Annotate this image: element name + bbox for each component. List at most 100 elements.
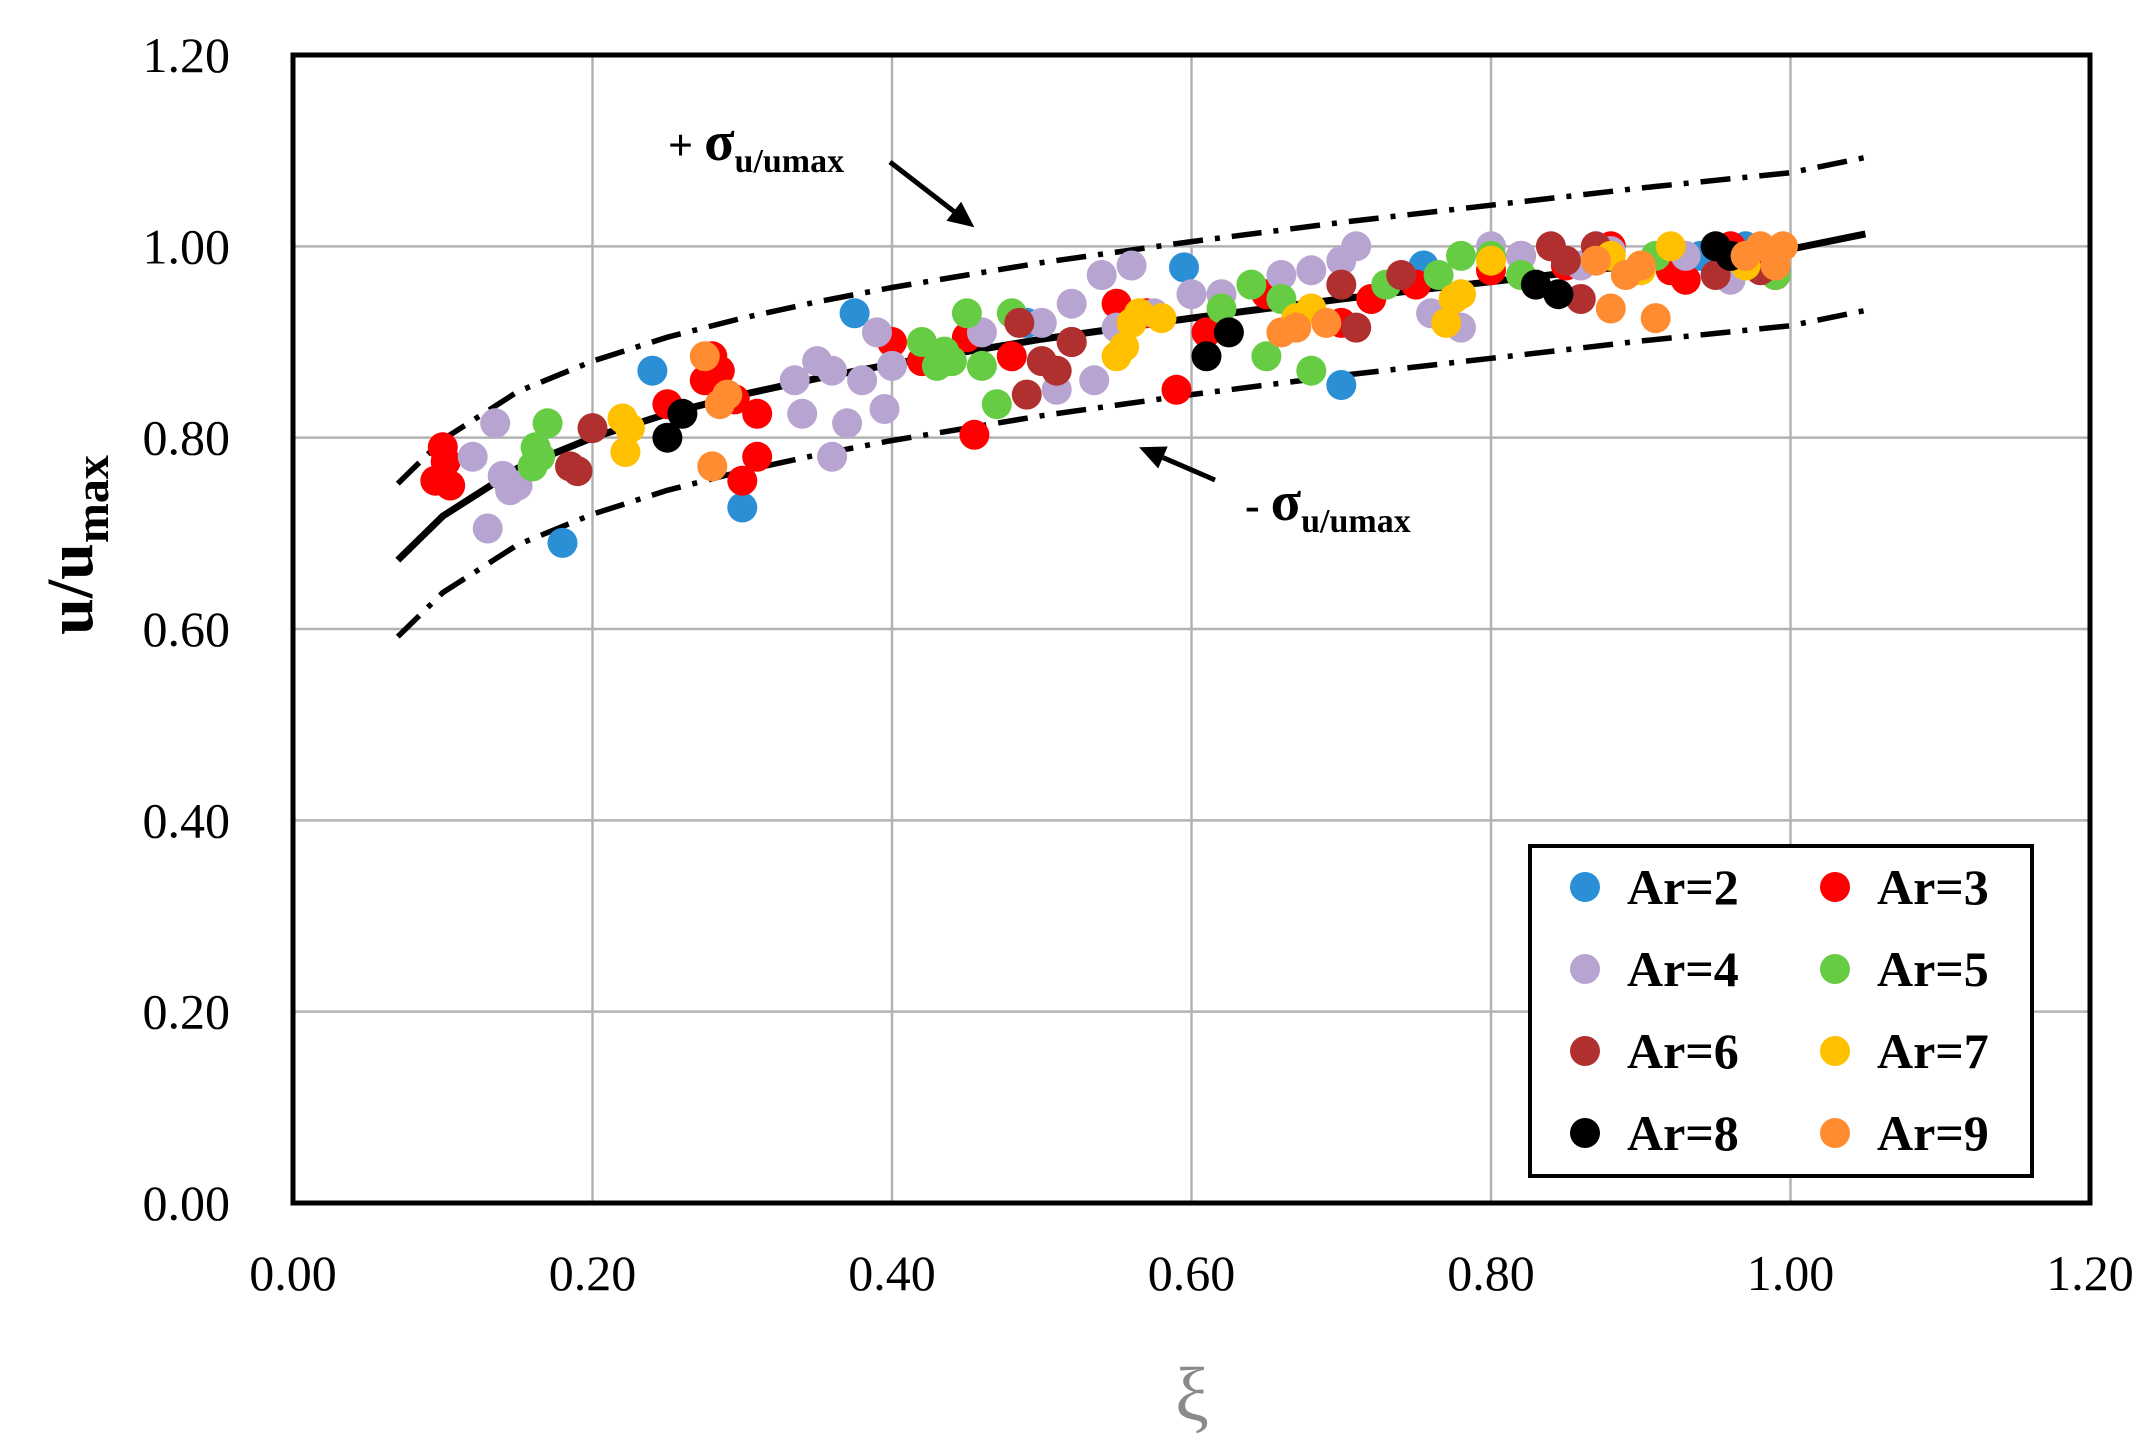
y-axis-label-subscript: max bbox=[66, 455, 119, 543]
point-ar7 bbox=[614, 413, 645, 444]
legend-marker bbox=[1820, 872, 1850, 902]
point-ar8 bbox=[1543, 279, 1574, 310]
data-points bbox=[420, 231, 1798, 558]
legend-marker bbox=[1820, 1118, 1850, 1148]
point-ar7 bbox=[610, 437, 641, 467]
lower-sigma-arrow bbox=[1161, 455, 1216, 483]
point-ar5 bbox=[951, 298, 982, 329]
point-ar5 bbox=[981, 389, 1012, 420]
point-ar5 bbox=[906, 327, 937, 357]
point-ar4 bbox=[817, 441, 848, 472]
point-ar7 bbox=[1109, 331, 1140, 362]
lower-sigma-annotation: - σu/umax bbox=[1139, 446, 1411, 540]
point-ar4 bbox=[869, 394, 900, 424]
point-ar7 bbox=[1124, 298, 1155, 329]
point-ar6 bbox=[1341, 312, 1372, 343]
lower-sigma-prefix: - bbox=[1245, 481, 1271, 530]
point-ar5 bbox=[1251, 341, 1282, 372]
point-ar4 bbox=[1296, 255, 1327, 286]
point-ar3 bbox=[727, 465, 758, 496]
point-ar4 bbox=[862, 317, 892, 348]
point-ar7 bbox=[1431, 307, 1462, 338]
point-ar6 bbox=[1004, 307, 1035, 338]
point-ar4 bbox=[480, 408, 511, 439]
x-tick-label: 0.20 bbox=[549, 1245, 637, 1301]
point-ar5 bbox=[1206, 293, 1237, 324]
legend-label: Ar=9 bbox=[1877, 1105, 1989, 1161]
plot-frame bbox=[290, 52, 2093, 1206]
point-ar5 bbox=[936, 346, 967, 377]
upper-sigma-arrowhead bbox=[946, 201, 975, 228]
point-ar4 bbox=[1079, 365, 1110, 396]
point-ar3 bbox=[742, 398, 773, 429]
point-ar4 bbox=[472, 513, 503, 544]
legend-label: Ar=5 bbox=[1877, 941, 1989, 997]
svg-text:- σu/umax: - σu/umax bbox=[1245, 471, 1411, 540]
legend-label: Ar=3 bbox=[1877, 859, 1989, 915]
legend-label: Ar=8 bbox=[1627, 1105, 1739, 1161]
lower-curve bbox=[395, 307, 1866, 639]
x-tick-label: 0.60 bbox=[1148, 1245, 1236, 1301]
point-ar4 bbox=[1341, 231, 1372, 262]
y-tick-label: 0.60 bbox=[143, 601, 231, 657]
point-ar9 bbox=[689, 341, 720, 372]
point-ar3 bbox=[435, 470, 466, 501]
point-ar6 bbox=[577, 413, 608, 444]
point-ar8 bbox=[1213, 317, 1244, 348]
upper-sigma-symbol: σ bbox=[704, 111, 735, 173]
point-ar6 bbox=[1041, 355, 1072, 386]
legend-marker bbox=[1570, 1118, 1600, 1148]
legend-marker bbox=[1820, 954, 1850, 984]
x-tick-labels: 0.00 0.20 0.40 0.60 0.80 1.00 1.20 bbox=[249, 1245, 2134, 1301]
point-ar5 bbox=[1236, 269, 1267, 300]
point-ar3 bbox=[959, 419, 990, 450]
legend-label: Ar=6 bbox=[1627, 1023, 1739, 1079]
point-ar9 bbox=[1311, 307, 1342, 338]
point-ar4 bbox=[877, 350, 907, 381]
legend-label: Ar=4 bbox=[1627, 941, 1739, 997]
x-tick-label: 1.20 bbox=[2046, 1245, 2134, 1301]
legend-marker bbox=[1820, 1036, 1850, 1066]
point-ar2 bbox=[839, 298, 870, 329]
point-ar9 bbox=[1625, 250, 1656, 281]
point-ar8 bbox=[667, 398, 698, 429]
point-ar4 bbox=[817, 355, 848, 386]
y-tick-label: 0.40 bbox=[143, 792, 231, 848]
lower-sigma-subscript: u/umax bbox=[1301, 503, 1411, 540]
point-ar9 bbox=[697, 451, 728, 482]
legend-box bbox=[1528, 844, 2034, 1178]
point-ar2 bbox=[1169, 252, 1199, 283]
point-ar4 bbox=[1116, 250, 1147, 281]
point-ar5 bbox=[966, 350, 997, 381]
point-ar6 bbox=[562, 456, 593, 487]
y-tick-labels: 0.00 0.20 0.40 0.60 0.80 1.00 1.20 bbox=[143, 27, 231, 1231]
lower-sigma-arrowhead bbox=[1139, 446, 1168, 469]
x-tick-label: 0.80 bbox=[1447, 1245, 1535, 1301]
point-ar8 bbox=[652, 422, 683, 453]
legend-label: Ar=7 bbox=[1877, 1023, 1989, 1079]
point-ar4 bbox=[832, 408, 863, 439]
x-tick-label: 0.00 bbox=[249, 1245, 337, 1301]
legend: Ar=2 Ar=3 Ar=4 Ar=5 Ar=6 Ar=7 Ar=8 Ar=9 bbox=[1528, 844, 2034, 1178]
upper-sigma-prefix: + bbox=[668, 121, 704, 170]
point-ar9 bbox=[1281, 312, 1312, 343]
y-axis-label: u/umax bbox=[34, 455, 119, 635]
x-tick-label: 1.00 bbox=[1747, 1245, 1835, 1301]
point-ar2 bbox=[547, 527, 578, 558]
upper-sigma-annotation: + σu/umax bbox=[668, 111, 975, 228]
point-ar7 bbox=[1655, 231, 1686, 262]
point-ar9 bbox=[1768, 231, 1798, 262]
point-ar3 bbox=[742, 441, 773, 472]
y-tick-label: 1.00 bbox=[143, 218, 231, 274]
point-ar5 bbox=[1296, 355, 1327, 386]
y-tick-label: 0.20 bbox=[143, 984, 231, 1040]
x-axis-label: ξ bbox=[1175, 1353, 1209, 1437]
point-ar9 bbox=[712, 379, 743, 410]
legend-marker bbox=[1570, 954, 1600, 984]
point-ar5 bbox=[1446, 240, 1476, 271]
point-ar3 bbox=[1670, 264, 1701, 295]
y-tick-label: 1.20 bbox=[143, 27, 231, 83]
y-tick-label: 0.80 bbox=[143, 410, 231, 466]
point-ar3 bbox=[430, 446, 461, 477]
